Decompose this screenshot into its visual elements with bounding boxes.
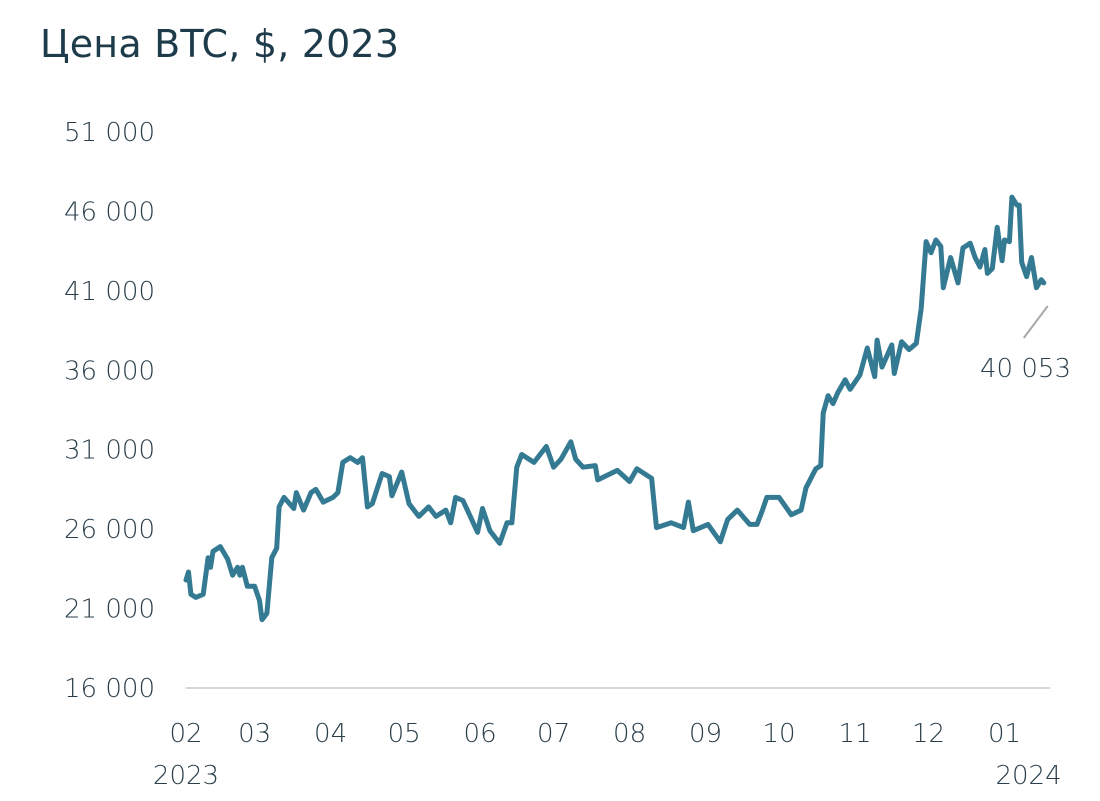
x-tick-label: 01 <box>988 719 1021 749</box>
y-tick-label: 51 000 <box>64 118 155 148</box>
y-tick-label: 36 000 <box>64 356 155 386</box>
price-line <box>183 194 1047 623</box>
y-tick-label: 31 000 <box>64 436 155 466</box>
x-tick-label: 07 <box>537 719 570 749</box>
x-tick-label: 12 <box>912 719 945 749</box>
x-tick-label: 11 <box>839 719 872 749</box>
y-tick-label: 46 000 <box>64 197 155 227</box>
x-tick-label: 08 <box>613 719 646 749</box>
x-tick-label: 05 <box>388 719 421 749</box>
x-year-label: 2024 <box>995 761 1061 791</box>
x-tick-label: 10 <box>763 719 796 749</box>
chart-title: Цена BTC, $, 2023 <box>40 22 400 66</box>
y-tick-label: 21 000 <box>64 595 155 625</box>
annotation-leader-line <box>1022 305 1049 339</box>
x-year-label: 2023 <box>153 761 219 791</box>
y-tick-label: 16 000 <box>64 674 155 704</box>
y-tick-label: 41 000 <box>64 277 155 307</box>
annotation-last-value: 40 053 <box>980 354 1071 384</box>
x-axis: 02 2023 03 04 05 06 07 08 09 10 11 12 01 2024 <box>153 719 1062 791</box>
x-tick-label: 09 <box>689 719 722 749</box>
x-tick-label: 04 <box>314 719 347 749</box>
y-tick-label: 26 000 <box>64 515 155 545</box>
y-axis: 16 000 21 000 26 000 31 000 36 000 41 000 46 0… <box>64 118 155 704</box>
x-tick-label: 03 <box>238 719 271 749</box>
x-tick-label: 02 <box>169 719 202 749</box>
x-tick-label: 06 <box>464 719 497 749</box>
